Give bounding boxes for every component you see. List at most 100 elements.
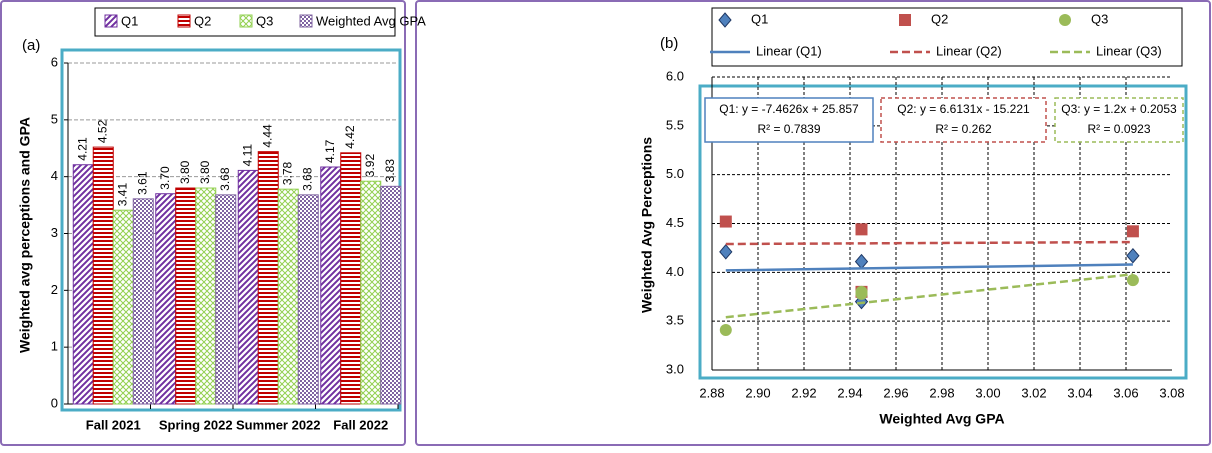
- value-label: 3.61: [135, 171, 149, 195]
- bar: [340, 152, 362, 405]
- value-label: 3.78: [280, 161, 294, 185]
- point: [854, 293, 869, 310]
- value-label: 3.70: [158, 166, 172, 190]
- annotation-box: [704, 97, 874, 143]
- legend-label: Q3: [1091, 11, 1108, 26]
- plot-frame: [698, 84, 1188, 380]
- panel-label: (a): [22, 37, 40, 54]
- bar: [237, 169, 259, 405]
- panel-frame: [415, 0, 1211, 446]
- y-tick-label: 4: [51, 168, 58, 183]
- x-axis-title: Weighted Avg GPA: [879, 411, 1004, 427]
- value-label: 4.42: [343, 125, 357, 149]
- point: [855, 285, 868, 298]
- legend-marker: [899, 14, 911, 26]
- y-tick-label: 4.0: [666, 264, 684, 279]
- point: [719, 215, 732, 228]
- y-tick-label: 4.5: [666, 215, 684, 230]
- annotation-text: Q2: y = 6.6131x - 15.221: [897, 102, 1030, 116]
- trendline: [725, 263, 1133, 272]
- value-label: 3.41: [115, 183, 129, 207]
- annotation-box: [1054, 97, 1184, 143]
- legend-label: Linear (Q1): [756, 43, 822, 58]
- x-tick-label: 3.00: [975, 385, 1000, 400]
- value-label: 3.80: [198, 160, 212, 184]
- value-label: 4.44: [260, 124, 274, 148]
- trendline: [725, 240, 1133, 246]
- value-label: 3.83: [383, 159, 397, 183]
- legend-marker: [718, 12, 732, 28]
- legend-label: Weighted Avg GPA: [316, 13, 426, 28]
- y-tick-label: 3.5: [666, 313, 684, 328]
- bar: [257, 151, 279, 405]
- y-tick-label: 0: [51, 395, 58, 410]
- legend-label: Q1: [751, 11, 768, 26]
- annotation-text: R² = 0.262: [935, 122, 992, 136]
- point: [1126, 225, 1139, 238]
- legend-label: Q2: [194, 13, 211, 28]
- annotation-text: Q3: y = 1.2x + 0.2053: [1061, 102, 1177, 116]
- bar: [277, 188, 299, 405]
- y-tick-label: 3: [51, 225, 58, 240]
- legend-box: [711, 7, 1183, 67]
- bar: [155, 193, 177, 405]
- x-tick-label: 2.88: [699, 385, 724, 400]
- x-tick-label: 2.90: [745, 385, 770, 400]
- value-label: 4.17: [323, 139, 337, 163]
- panel-label: (b): [660, 35, 678, 52]
- bar: [297, 194, 319, 405]
- bar: [195, 187, 217, 405]
- legend-label: Q3: [256, 13, 273, 28]
- y-axis-title: Weighted avg perceptions and GPA: [17, 117, 33, 353]
- y-tick-label: 2: [51, 282, 58, 297]
- bar: [360, 180, 382, 405]
- x-tick-label: 3.02: [1021, 385, 1046, 400]
- legend-swatch: [239, 14, 253, 28]
- x-tick-label: Summer 2022: [236, 417, 321, 432]
- bar: [112, 209, 134, 405]
- value-label: 4.11: [240, 144, 254, 167]
- legend-label: Q2: [931, 11, 948, 26]
- legend-swatch: [104, 14, 118, 28]
- x-tick-label: 2.92: [791, 385, 816, 400]
- point: [1126, 247, 1140, 264]
- value-label: 4.21: [75, 137, 89, 161]
- x-tick-label: 2.96: [883, 385, 908, 400]
- bar: [175, 187, 197, 405]
- legend-marker: [1059, 14, 1071, 26]
- y-tick-label: 1: [51, 339, 58, 354]
- bar: [215, 194, 237, 405]
- value-label: 3.92: [363, 154, 377, 178]
- x-tick-label: Fall 2021: [86, 417, 141, 432]
- bar: [132, 198, 154, 405]
- y-tick-label: 6: [51, 54, 58, 69]
- legend-label: Linear (Q2): [936, 43, 1002, 58]
- x-tick-label: Fall 2022: [333, 417, 388, 432]
- bar: [320, 166, 342, 405]
- legend-swatch: [177, 14, 191, 28]
- bar: [380, 185, 402, 405]
- y-tick-label: 6.0: [666, 68, 684, 83]
- legend-label: Q1: [121, 13, 138, 28]
- annotation-text: Q1: y = -7.4626x + 25.857: [719, 102, 859, 116]
- value-label: 3.80: [178, 160, 192, 184]
- y-tick-label: 5: [51, 111, 58, 126]
- x-tick-label: 3.04: [1067, 385, 1092, 400]
- annotation-text: R² = 0.0923: [1087, 122, 1150, 136]
- point: [854, 253, 869, 270]
- point: [855, 223, 868, 236]
- y-tick-label: 3.0: [666, 361, 684, 376]
- y-axis-title: Weighted Avg Perceptions: [639, 137, 655, 313]
- legend-swatch: [299, 14, 313, 28]
- y-tick-label: 5.0: [666, 166, 684, 181]
- trendline: [725, 273, 1134, 319]
- y-tick-label: 5.5: [666, 117, 684, 132]
- point: [1126, 274, 1139, 287]
- x-tick-label: 2.98: [929, 385, 954, 400]
- x-tick-label: 3.06: [1113, 385, 1138, 400]
- annotation-box: [880, 97, 1047, 143]
- x-tick-label: 3.08: [1159, 385, 1184, 400]
- value-label: 4.52: [95, 119, 109, 143]
- panel-frame: [0, 0, 406, 446]
